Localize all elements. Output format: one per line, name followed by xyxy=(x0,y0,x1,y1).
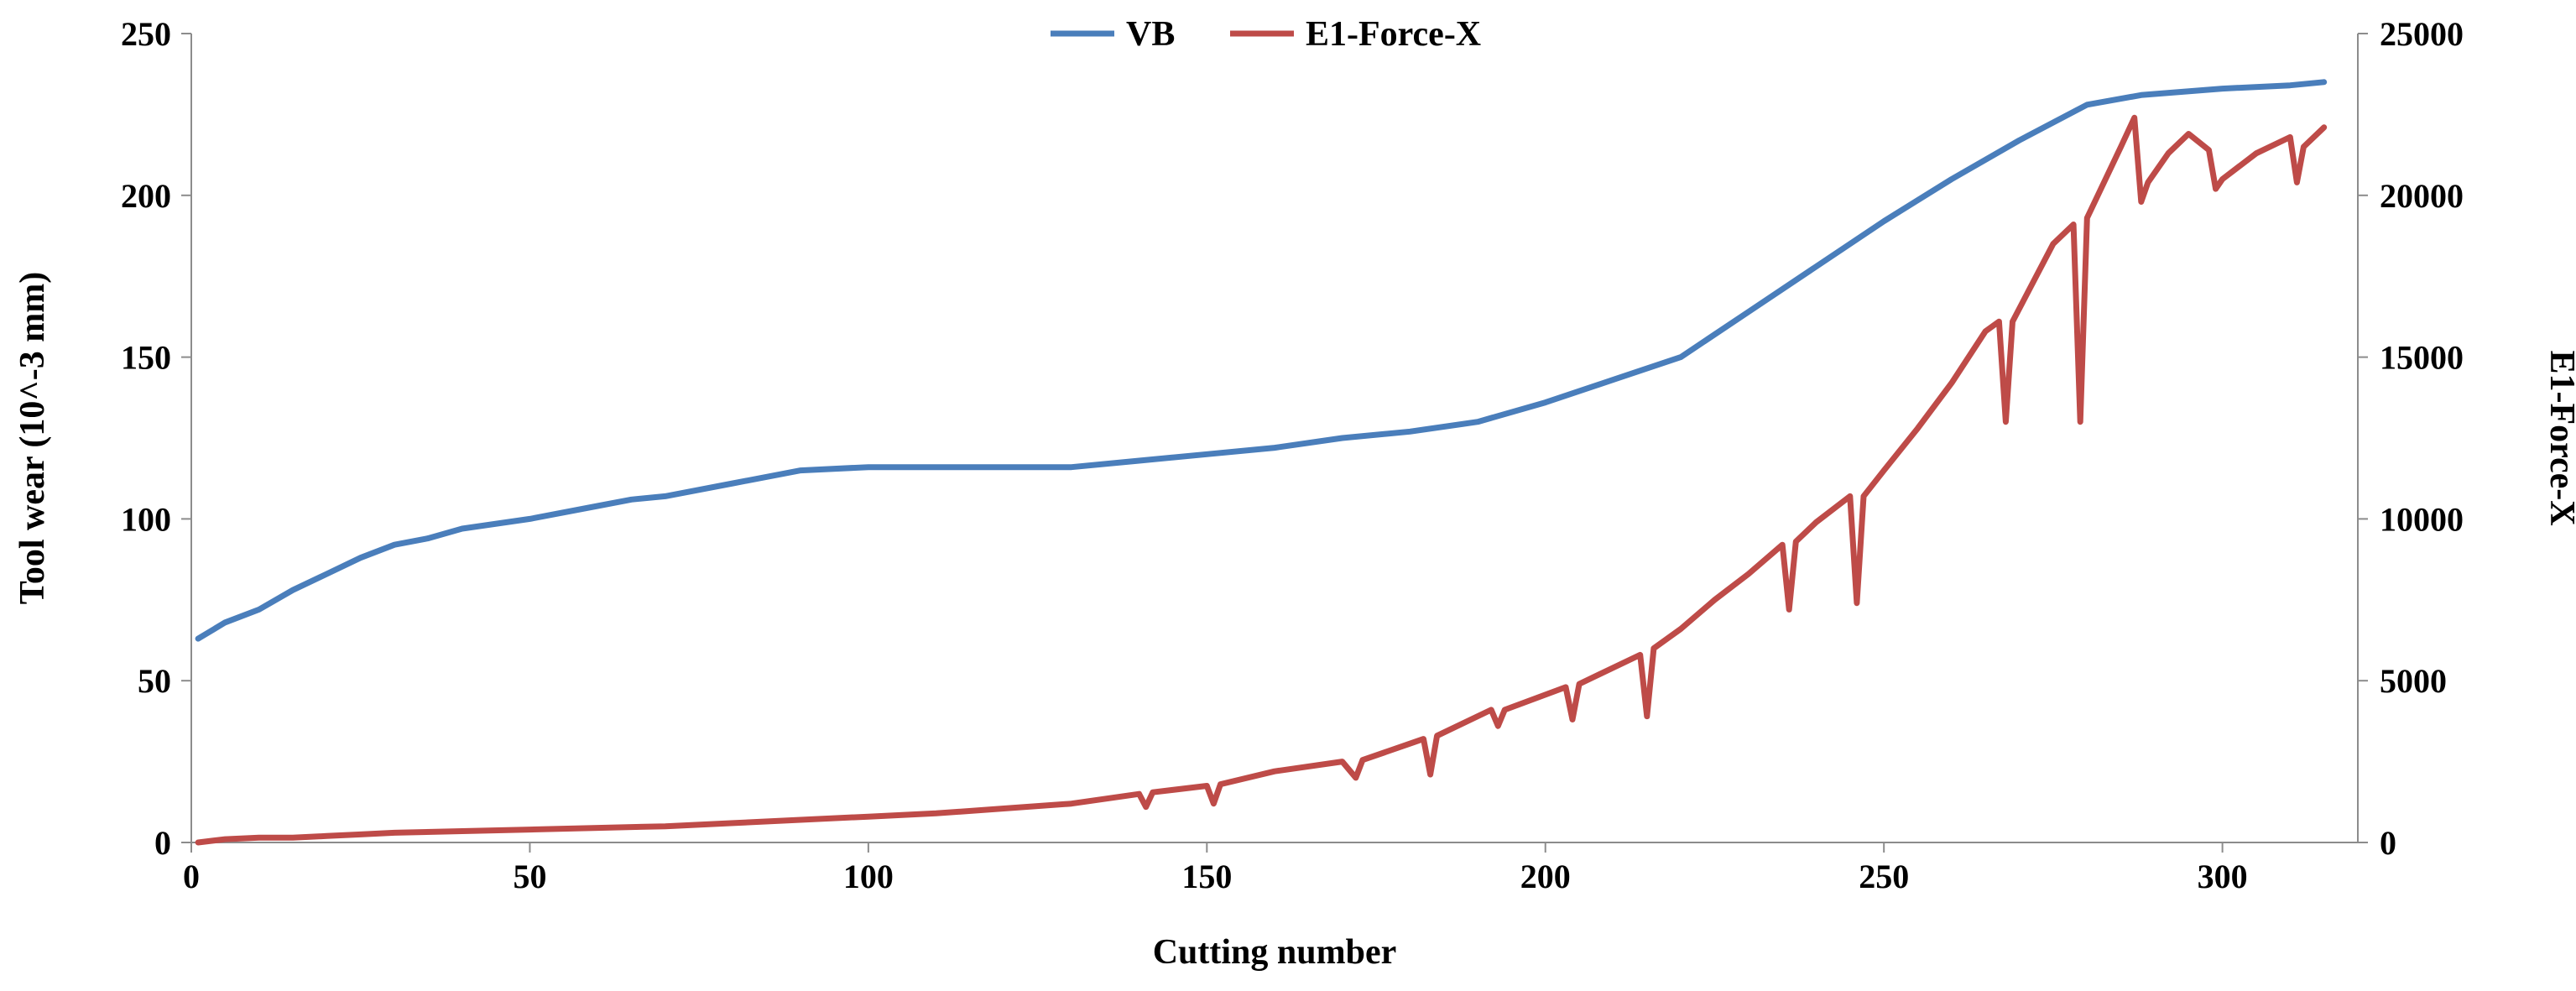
x-tick-label: 200 xyxy=(1520,858,1571,895)
y-tick-label: 200 xyxy=(121,177,171,215)
left-y-axis-title: Tool wear (10^-3 mm) xyxy=(13,272,52,605)
y2-tick-label: 10000 xyxy=(2380,500,2464,538)
series-layer xyxy=(195,79,2328,846)
x-tick-label: 0 xyxy=(183,858,200,895)
right-y-axis-title: E1-Force-X xyxy=(2542,350,2576,525)
y-tick-label: 250 xyxy=(121,15,171,53)
legend: VB E1-Force-X xyxy=(1051,15,1481,54)
series-line-e1-force-x xyxy=(195,114,2328,846)
y2-tick-label: 15000 xyxy=(2380,339,2464,377)
y2-tick-label: 5000 xyxy=(2380,662,2447,700)
y-tick-label: 100 xyxy=(121,500,171,538)
x-tick-label: 250 xyxy=(1859,858,1909,895)
y2-tick-label: 25000 xyxy=(2380,15,2464,53)
x-tick-label: 50 xyxy=(513,858,546,895)
y-tick-label: 0 xyxy=(154,824,171,862)
left-y-axis-ticks: 0 50 100 150 200 250 xyxy=(121,15,191,862)
plot-area xyxy=(190,34,2359,843)
y-tick-label: 150 xyxy=(121,339,171,377)
legend-label-vb: VB xyxy=(1126,15,1175,54)
right-y-axis-ticks: 0 5000 10000 15000 20000 25000 xyxy=(2358,15,2464,862)
y2-tick-label: 20000 xyxy=(2380,177,2464,215)
y-tick-label: 50 xyxy=(138,662,171,700)
x-tick-label: 100 xyxy=(843,858,894,895)
x-tick-label: 150 xyxy=(1181,858,1232,895)
x-axis-title: Cutting number xyxy=(1153,933,1397,972)
x-tick-label: 300 xyxy=(2198,858,2248,895)
legend-label-e1-force-x: E1-Force-X xyxy=(1306,15,1481,54)
series-line-vb xyxy=(195,79,2328,642)
y2-tick-label: 0 xyxy=(2380,824,2396,862)
x-axis-ticks: 0 50 100 150 200 250 300 xyxy=(183,842,2248,895)
